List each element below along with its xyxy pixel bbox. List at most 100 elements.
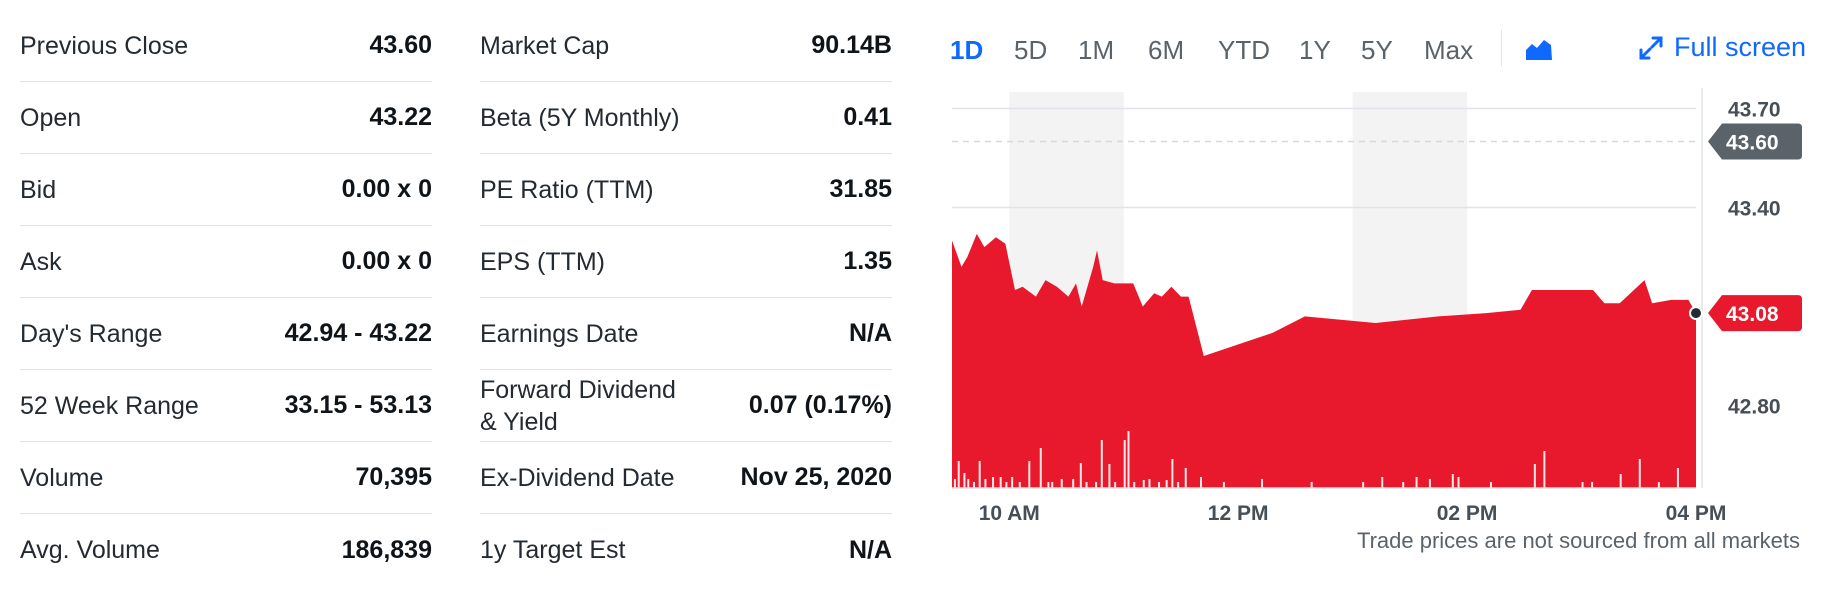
volume-bar <box>1457 477 1460 488</box>
fullscreen-label: Full screen <box>1674 32 1807 62</box>
volume-bar <box>1177 482 1180 488</box>
stat-label: Market Cap <box>480 31 610 60</box>
stat-value: 0.41 <box>843 103 892 131</box>
stat-value: N/A <box>848 319 892 347</box>
quote-stats-right: Market Cap 90.14B Beta (5Y Monthly) 0.41 PE … <box>480 10 892 586</box>
volume-bar <box>1047 482 1050 488</box>
previous-close-label: 43.60 <box>1726 132 1779 155</box>
stat-label: PE Ratio (TTM) <box>480 175 654 204</box>
stat-label: EPS (TTM) <box>480 247 605 276</box>
expand-icon <box>1639 36 1663 59</box>
stat-row: 52 Week Range 33.15 - 53.13 <box>20 370 432 442</box>
stat-label: Open <box>20 103 82 132</box>
area-chart-icon[interactable] <box>1524 36 1554 62</box>
volume-bar <box>1657 482 1660 488</box>
volume-bar <box>1171 459 1174 488</box>
volume-bar <box>963 473 966 488</box>
volume-bar <box>1402 482 1405 488</box>
volume-bar <box>1451 474 1454 488</box>
range-button-5d[interactable]: 5D <box>1014 35 1048 65</box>
stat-row: PE Ratio (TTM) 31.85 <box>480 154 892 226</box>
stat-row: Previous Close 43.60 <box>20 10 432 82</box>
stat-label: Earnings Date <box>480 319 639 348</box>
volume-bar <box>1123 440 1126 488</box>
range-button-5y[interactable]: 5Y <box>1361 35 1393 65</box>
stat-label: Ex-Dividend Date <box>480 463 675 492</box>
volume-bar <box>1428 479 1431 488</box>
stat-label: Avg. Volume <box>20 536 160 564</box>
volume-bar <box>1114 482 1117 488</box>
x-tick-label: 10 AM <box>979 502 1040 525</box>
stat-label: Ask <box>20 247 62 276</box>
volume-bar <box>1051 482 1054 488</box>
fullscreen-button[interactable]: Full screen <box>1638 32 1806 63</box>
x-tick-label: 12 PM <box>1208 502 1269 525</box>
stat-label: Beta (5Y Monthly) <box>480 103 680 132</box>
stat-value: 33.15 - 53.13 <box>284 391 432 419</box>
volume-bar <box>1158 482 1161 488</box>
stat-row: Bid 0.00 x 0 <box>20 154 432 226</box>
current-price-dot <box>1689 306 1703 321</box>
volume-bar <box>1011 477 1014 488</box>
x-tick-label: 02 PM <box>1437 502 1498 525</box>
volume-bar <box>1108 464 1111 488</box>
stat-value: Nov 25, 2020 <box>740 463 893 491</box>
range-button-ytd[interactable]: YTD <box>1218 35 1270 65</box>
volume-bar <box>1200 477 1202 488</box>
y-tick-label: 42.80 <box>1728 396 1781 419</box>
volume-bar <box>1543 451 1546 488</box>
stat-row: Forward Dividend & Yield 0.07 (0.17%) <box>480 370 892 442</box>
volume-bar <box>1619 474 1622 488</box>
stat-label: Volume <box>20 463 104 492</box>
volume-bar <box>999 477 1002 488</box>
current-price-tag <box>1708 295 1802 332</box>
volume-bar <box>1676 468 1679 488</box>
stat-row: Beta (5Y Monthly) 0.41 <box>480 82 892 154</box>
volume-bar <box>1127 431 1130 488</box>
range-button-1m[interactable]: 1M <box>1078 35 1115 65</box>
volume-bar <box>1415 477 1418 488</box>
stat-value: 42.94 - 43.22 <box>284 319 432 347</box>
stat-label: Previous Close <box>20 31 189 60</box>
volume-bar <box>1085 482 1088 488</box>
toolbar-divider <box>1501 30 1502 66</box>
volume-bar <box>1133 482 1136 488</box>
range-button-max[interactable]: Max <box>1424 35 1474 65</box>
volume-bar <box>1165 480 1168 488</box>
volume-bar <box>1079 463 1082 488</box>
stat-label: Bid <box>20 175 57 204</box>
stat-row: Volume 70,395 <box>20 442 432 514</box>
volume-bar <box>1533 464 1536 488</box>
range-button-6m[interactable]: 6M <box>1148 35 1185 65</box>
volume-bar <box>978 461 981 488</box>
volume-bar <box>1095 482 1098 488</box>
stat-row: Ex-Dividend Date Nov 25, 2020 <box>480 442 892 514</box>
volume-bar <box>967 479 970 488</box>
volume-bar <box>1222 482 1225 488</box>
volume-bar <box>1060 479 1063 488</box>
stat-row: Earnings Date N/A <box>480 298 892 370</box>
stat-value: 0.07 (0.17%) <box>748 391 892 419</box>
stat-label: Day's Range <box>20 319 163 348</box>
stat-value: 186,839 <box>341 535 432 564</box>
volume-bar <box>1100 440 1103 488</box>
range-button-1y[interactable]: 1Y <box>1299 35 1331 65</box>
range-button-1d[interactable]: 1D <box>950 35 984 65</box>
volume-bar <box>1028 461 1031 488</box>
volume-bar <box>972 482 975 488</box>
previous-close-tag <box>1708 123 1802 160</box>
stat-row: EPS (TTM) 1.35 <box>480 226 892 298</box>
chart-footnote: Trade prices are not sourced from all ma… <box>1356 528 1800 553</box>
stat-value: 0.00 x 0 <box>341 175 432 203</box>
volume-bar <box>1005 482 1008 488</box>
y-tick-label: 43.40 <box>1728 198 1781 221</box>
current-price-label: 43.08 <box>1726 303 1779 326</box>
volume-bar <box>1362 482 1365 488</box>
stat-value: 0.00 x 0 <box>341 247 432 275</box>
stat-value: 31.85 <box>829 175 892 203</box>
stat-value: N/A <box>848 535 892 564</box>
stat-value: 1.35 <box>843 247 892 275</box>
volume-bar <box>1018 482 1021 488</box>
